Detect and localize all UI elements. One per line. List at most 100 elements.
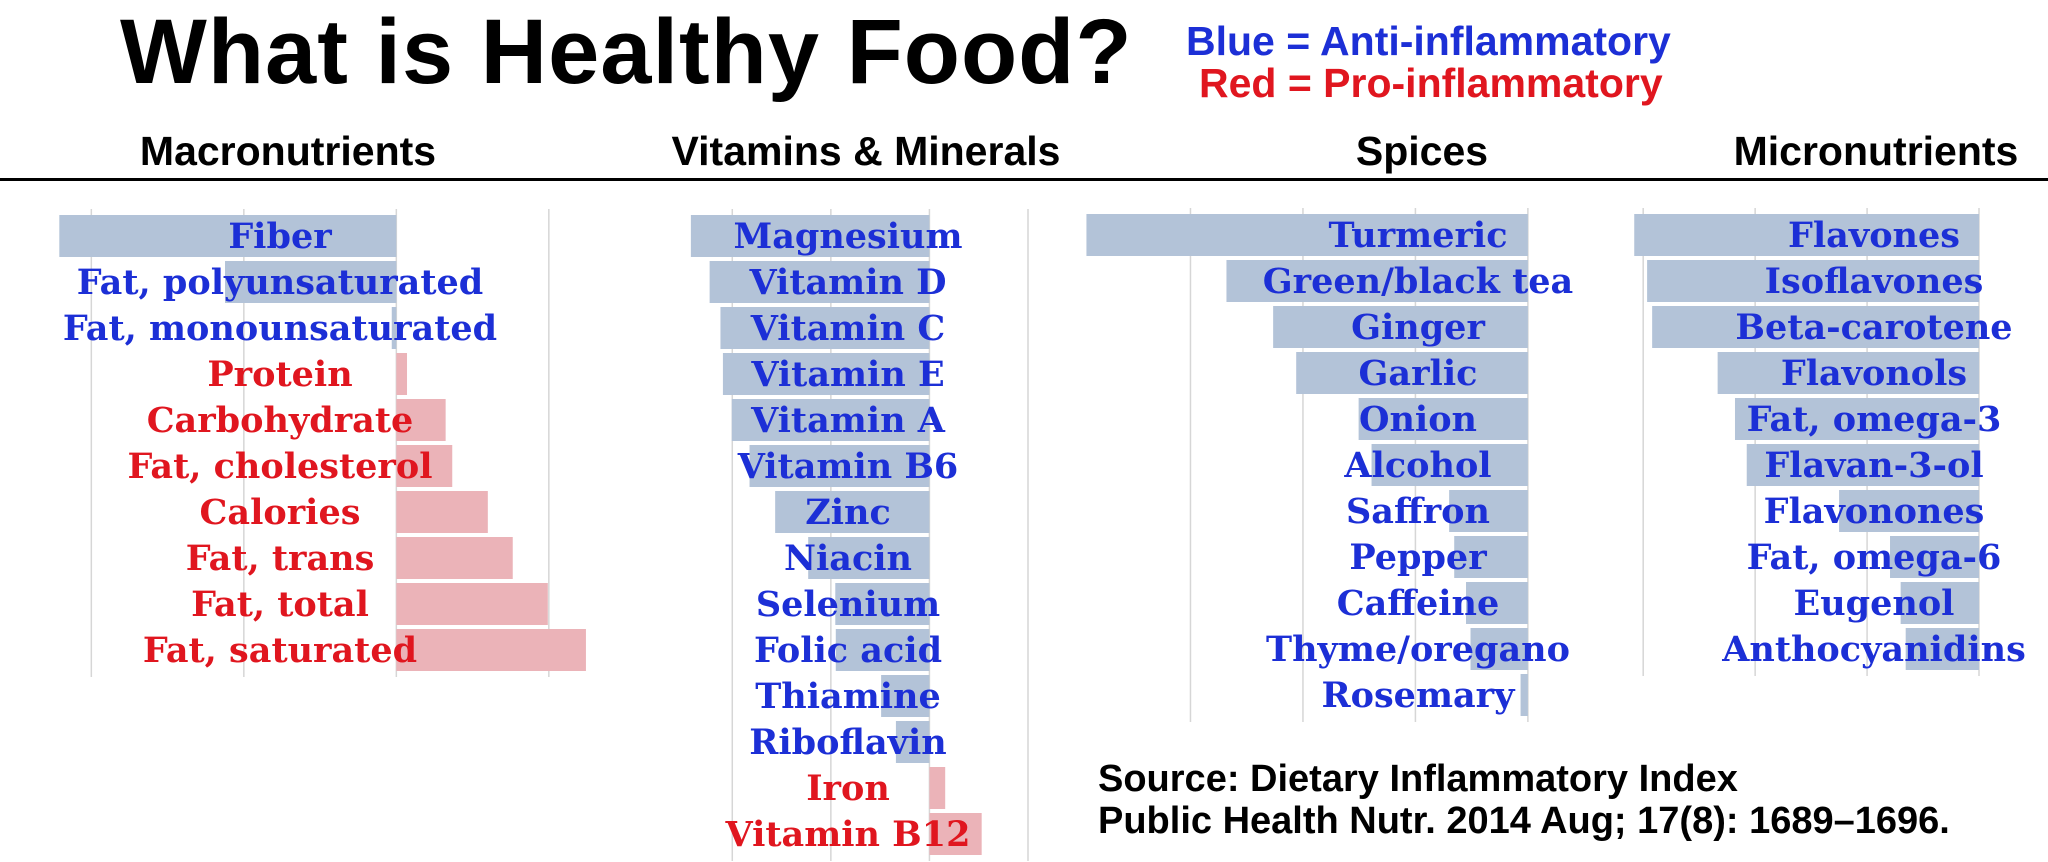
bar-label-vitamin-d: Vitamin D (749, 262, 947, 303)
bar-anthocyanidins (1905, 628, 1980, 670)
bar-label-onion: Onion (1359, 399, 1477, 440)
bar-label-vitamin-c: Vitamin C (750, 308, 946, 349)
bar-eugenol (1900, 582, 1980, 624)
bar-label-eugenol: Eugenol (1794, 583, 1955, 624)
source-line-1: Source: Dietary Inflammatory Index (1098, 758, 1738, 800)
bar-vitamin-b12 (929, 813, 982, 855)
chart-vitamins-minerals: Magnesium Vitamin D Vitamin C Vitamin E Vita… (690, 209, 1029, 861)
bar-fat-omega-3 (1734, 398, 1980, 440)
bar-label-flavan-3-ol: Flavan-3-ol (1764, 445, 1983, 486)
bar-fiber (59, 215, 397, 257)
bar-label-thyme-oregano: Thyme/oregano (1266, 629, 1570, 670)
bar-label-flavonols: Flavonols (1781, 353, 1967, 394)
header-divider (0, 178, 2048, 181)
bar-thiamine (881, 675, 930, 717)
chart-title-macronutrients: Macronutrients (139, 128, 437, 174)
bar-folic-acid (835, 629, 930, 671)
bar-label-fat-trans: Fat, trans (186, 538, 375, 579)
chart-spices: Turmeric Green/black tea Ginger Garlic Onion… (1086, 208, 1573, 722)
bar-label-protein: Protein (207, 354, 352, 395)
bar-calories (396, 491, 488, 533)
bar-zinc (775, 491, 930, 533)
bar-label-vitamin-a: Vitamin A (750, 400, 946, 441)
bar-label-ginger: Ginger (1351, 307, 1485, 348)
bar-iron (929, 767, 946, 809)
bar-label-fiber: Fiber (228, 216, 332, 257)
bar-vitamin-a (731, 399, 930, 441)
chart-title-micronutrients: Micronutrients (1733, 128, 2019, 174)
bar-label-garlic: Garlic (1359, 353, 1478, 394)
legend-blue-entry: Blue = Anti-inflammatory (1186, 18, 1671, 64)
chart-macronutrients: Fiber Fat, polyunsaturated Fat, monounsatu… (59, 209, 586, 677)
bar-label-iron: Iron (806, 768, 890, 809)
bar-fat-omega-6 (1890, 536, 1980, 578)
bar-garlic (1296, 352, 1528, 394)
bar-label-flavonones: Flavonones (1764, 491, 1985, 532)
bar-fat-total (396, 583, 548, 625)
bar-green-black-tea (1226, 260, 1528, 302)
bar-label-fat-omega-3: Fat, omega-3 (1747, 399, 2002, 440)
chart-title-spices: Spices (1355, 128, 1489, 174)
bar-alcohol (1371, 444, 1528, 486)
bar-label-green-black-tea: Green/black tea (1263, 261, 1573, 302)
bar-vitamin-b6 (749, 445, 930, 487)
bar-label-fat-cholesterol: Fat, cholesterol (127, 446, 432, 487)
bar-label-fat-monounsaturated: Fat, monounsaturated (63, 308, 497, 349)
bar-niacin (808, 537, 930, 579)
bar-fat-polyunsaturated (225, 261, 397, 303)
bar-label-pepper: Pepper (1349, 537, 1487, 578)
bar-label-saffron: Saffron (1346, 491, 1490, 532)
bar-label-turmeric: Turmeric (1328, 215, 1507, 256)
bar-label-rosemary: Rosemary (1322, 675, 1517, 716)
bar-fat-saturated (396, 629, 586, 671)
bar-label-isoflavones: Isoflavones (1765, 261, 1984, 302)
bar-label-zinc: Zinc (805, 492, 891, 533)
bar-label-vitamin-e: Vitamin E (750, 354, 944, 395)
bar-vitamin-d (709, 261, 930, 303)
bar-label-thiamine: Thiamine (755, 676, 941, 717)
bar-label-vitamin-b6: Vitamin B6 (737, 446, 959, 487)
bar-label-alcohol: Alcohol (1343, 445, 1491, 486)
bar-label-fat-omega-6: Fat, omega-6 (1747, 537, 2002, 578)
bar-fat-monounsaturated (391, 307, 397, 349)
bar-flavonones (1839, 490, 1980, 532)
bar-label-carbohydrate: Carbohydrate (147, 400, 414, 441)
bar-turmeric (1086, 214, 1528, 256)
bar-fat-cholesterol (396, 445, 453, 487)
bar-pepper (1454, 536, 1528, 578)
bar-label-selenium: Selenium (756, 584, 940, 625)
bar-thyme-oregano (1470, 628, 1528, 670)
bar-label-fat-polyunsaturated: Fat, polyunsaturated (77, 262, 484, 303)
bar-rosemary (1520, 674, 1528, 716)
bar-caffeine (1466, 582, 1528, 624)
bar-riboflavin (895, 721, 930, 763)
bar-label-magnesium: Magnesium (733, 216, 962, 257)
bar-ginger (1273, 306, 1528, 348)
bar-magnesium (690, 215, 930, 257)
page-title: What is Healthy Food? (120, 1, 1133, 103)
bar-saffron (1449, 490, 1528, 532)
bar-label-caffeine: Caffeine (1337, 583, 1500, 624)
bar-beta-carotene (1652, 306, 1980, 348)
chart-micronutrients: Flavones Isoflavones Beta-carotene Flavonol… (1634, 208, 2026, 676)
chart-title-vitamins-minerals: Vitamins & Minerals (671, 128, 1061, 174)
bar-label-beta-carotene: Beta-carotene (1735, 307, 2012, 348)
source-line-2: Public Health Nutr. 2014 Aug; 17(8): 168… (1098, 800, 1950, 842)
bar-vitamin-c (720, 307, 930, 349)
bar-flavones (1634, 214, 1980, 256)
bar-label-folic-acid: Folic acid (754, 630, 942, 671)
bar-flavonols (1717, 352, 1980, 394)
bar-label-riboflavin: Riboflavin (749, 722, 946, 763)
bar-onion (1358, 398, 1528, 440)
bar-fat-trans (396, 537, 513, 579)
bar-selenium (835, 583, 930, 625)
bar-label-flavones: Flavones (1788, 215, 1960, 256)
bar-label-vitamin-b12: Vitamin B12 (725, 814, 971, 855)
bar-protein (396, 353, 408, 395)
bar-label-anthocyanidins: Anthocyanidins (1721, 629, 2026, 670)
bar-label-fat-total: Fat, total (191, 584, 369, 625)
bar-vitamin-e (722, 353, 930, 395)
legend-red-entry: Red = Pro-inflammatory (1199, 60, 1663, 106)
bar-label-fat-saturated: Fat, saturated (143, 630, 417, 671)
